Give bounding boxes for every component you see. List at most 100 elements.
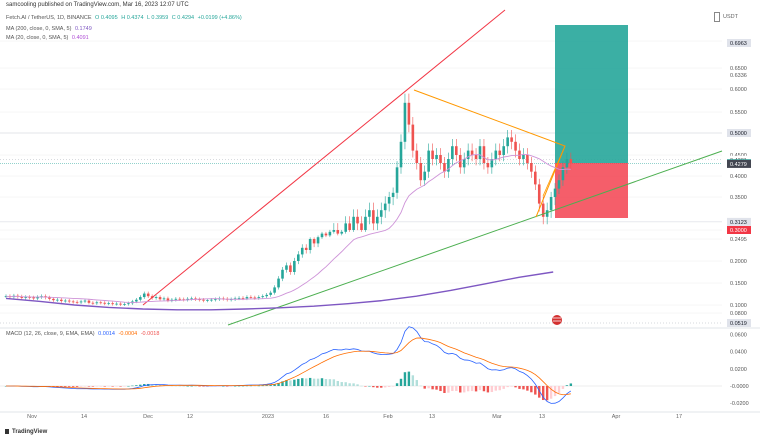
macd-histogram-bar [178, 385, 181, 387]
candle-body [336, 230, 340, 234]
macd-histogram-bar [229, 386, 233, 387]
candle-body [312, 239, 316, 244]
candle-body [32, 297, 35, 299]
candle-body [119, 303, 122, 305]
candle-body [277, 278, 280, 288]
ma200-line [5, 271, 554, 311]
candle-body [320, 233, 324, 238]
macd-histogram-bar [273, 384, 276, 386]
macd-histogram-bar [190, 385, 193, 387]
macd-histogram-bar [399, 378, 403, 386]
symbol-name: Fetch.AI / TetherUS, 1D, BINANCE [6, 15, 92, 21]
macd-histogram-bar [87, 386, 91, 387]
take-profit-zone [555, 25, 628, 163]
candle-body [478, 146, 482, 159]
macd-histogram-bar [293, 379, 296, 386]
candle-body [269, 292, 272, 295]
candle-body [48, 297, 51, 299]
ma200-legend[interactable]: MA (200, close, 0, SMA, 5) 0.1749 [6, 26, 94, 32]
candle-body [87, 300, 91, 303]
candle-body [285, 265, 288, 270]
ma20-legend[interactable]: MA (20, close, 0, SMA, 5) 0.4091 [6, 35, 91, 41]
macd-histogram-bar [91, 386, 95, 387]
candle-body [115, 303, 118, 305]
macd-histogram-bar [285, 380, 288, 386]
macd-histogram-bar [443, 386, 446, 393]
candle-body [28, 297, 31, 298]
candle-body [324, 233, 328, 236]
candle-body [549, 197, 553, 211]
candle-body [498, 150, 502, 155]
candle-body [139, 297, 142, 300]
macd-histogram-bar [336, 380, 339, 386]
price-axis[interactable]: 0.70000.65000.60000.55000.50000.45000.40… [727, 38, 751, 327]
candle-body [261, 296, 265, 298]
candle-body [257, 297, 261, 298]
event-flag-icon [552, 315, 562, 325]
candle-body [557, 180, 561, 189]
candle-body [289, 265, 292, 272]
macd-histogram-bar [340, 382, 343, 386]
macd-histogram-bar [202, 386, 205, 387]
candle-body [506, 137, 509, 147]
price-label: 0.4279 [730, 162, 747, 168]
time-axis[interactable]: Nov 14 Dec 12 2023 16 Feb 13 Mar 13 Apr 17 [27, 414, 682, 420]
candle-body [281, 269, 284, 279]
ma20-line [5, 153, 571, 303]
stop-loss-zone [555, 163, 628, 218]
candle-body [541, 203, 545, 217]
time-tick: 13 [429, 414, 435, 420]
macd-histogram-bar [474, 386, 478, 392]
macd-histogram-bar [253, 385, 257, 387]
macd-histogram-bar [139, 384, 142, 386]
macd-histogram-bar [68, 386, 71, 387]
price-label-bg [727, 217, 751, 226]
macd-histogram-bar [158, 384, 162, 386]
macd-histogram-bar [466, 386, 470, 392]
macd-histogram-bar [470, 386, 474, 392]
candle-body [510, 137, 513, 142]
price-tick: 0.2000 [730, 259, 747, 265]
macd-histogram-bar [498, 386, 501, 391]
candle-body [399, 141, 403, 168]
candle-body [561, 167, 565, 181]
macd-value: 0.0014 [98, 331, 115, 337]
ma200-value: 0.1749 [74, 26, 92, 32]
candle-body [103, 302, 107, 304]
price-tick: 0.5500 [730, 110, 747, 116]
macd-histogram-bar [451, 386, 454, 392]
macd-histogram-bar [435, 386, 438, 390]
candle-body [245, 297, 249, 299]
currency-label: USDT [723, 14, 738, 20]
candle-body [83, 300, 87, 302]
macd-current-label: -0.0000 [730, 384, 749, 390]
macd-histogram-bar [83, 386, 87, 387]
candle-body [135, 299, 138, 302]
macd-histogram-bar [131, 385, 134, 387]
price-scale-toggle-icon[interactable] [714, 12, 720, 22]
macd-tick: -0.0200 [730, 401, 749, 407]
candle-body [190, 298, 193, 300]
candle-body [123, 304, 126, 305]
tradingview-brand[interactable]: TradingView [5, 429, 47, 435]
time-tick: Mar [492, 414, 502, 420]
candle-body [99, 302, 103, 304]
macd-histogram-bar [107, 386, 110, 387]
candle-body [439, 155, 442, 163]
ohlc-close: C 0.4294 [171, 15, 195, 21]
macd-histogram-bar [352, 383, 355, 386]
macd-histogram-bar [64, 386, 67, 387]
candle-body [466, 150, 470, 159]
macd-histogram-bar [565, 385, 569, 386]
signal-line [5, 337, 571, 396]
symbol-legend[interactable]: Fetch.AI / TetherUS, 1D, BINANCE O 0.409… [6, 15, 244, 21]
macd-histogram-bar [569, 383, 573, 386]
macd-legend[interactable]: MACD (12, 26, close, 9, EMA, EMA) 0.0014… [6, 331, 161, 337]
time-tick: Feb [383, 414, 392, 420]
macd-histogram-bar [135, 385, 138, 386]
candle-body [52, 298, 55, 301]
price-label-bg [727, 70, 751, 79]
candle-body [455, 146, 458, 155]
macd-histogram-bar [490, 386, 494, 393]
